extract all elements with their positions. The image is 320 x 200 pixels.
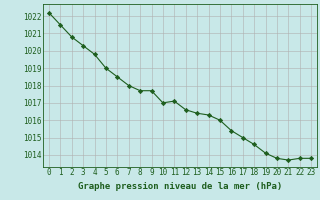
X-axis label: Graphe pression niveau de la mer (hPa): Graphe pression niveau de la mer (hPa) — [78, 182, 282, 191]
